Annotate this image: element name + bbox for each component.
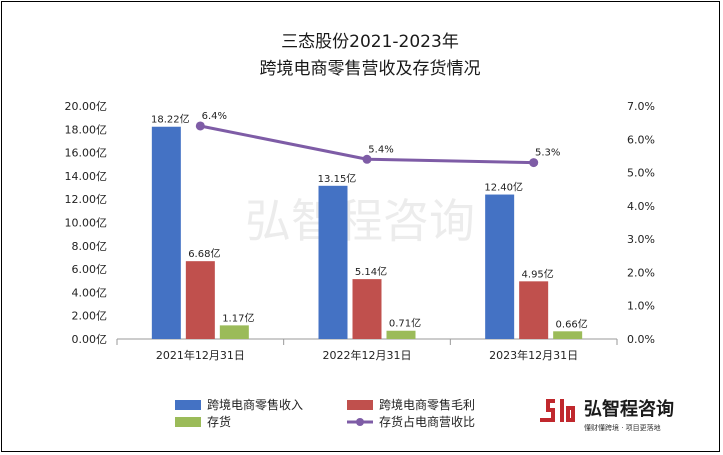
bar bbox=[185, 261, 215, 339]
legend-label: 跨境电商零售收入 bbox=[207, 397, 303, 412]
y-right-tick-label: 7.0% bbox=[627, 100, 655, 113]
y-right-tick-label: 4.0% bbox=[627, 200, 655, 213]
line-series-group: 6.4% 5.4% 5.3% bbox=[195, 111, 560, 168]
y-left-tick-label: 16.00亿 bbox=[65, 147, 108, 160]
bar-data-label: 0.66亿 bbox=[556, 317, 588, 330]
x-tick-label: 2023年12月31日 bbox=[489, 348, 578, 362]
bar-data-label: 0.71亿 bbox=[389, 317, 421, 330]
bar bbox=[318, 185, 348, 339]
bar-data-label: 1.17亿 bbox=[222, 311, 254, 324]
y-left-tick-label: 18.00亿 bbox=[65, 123, 108, 136]
legend-swatch-marker bbox=[356, 418, 364, 426]
x-tick-label: 2022年12月31日 bbox=[323, 348, 412, 362]
y-left-tick-label: 12.00亿 bbox=[65, 193, 108, 206]
y-right-tick-label: 1.0% bbox=[627, 300, 655, 313]
brand-slogan: 懂财懂跨境 · 项目更落地 bbox=[584, 423, 661, 432]
bar bbox=[553, 331, 583, 339]
line-point bbox=[529, 158, 539, 168]
brand-block: 弘智程咨询 懂财懂跨境 · 项目更落地 bbox=[540, 398, 674, 432]
bar bbox=[519, 281, 549, 339]
bar-data-label: 4.95亿 bbox=[522, 267, 554, 280]
bar-data-label: 6.68亿 bbox=[188, 247, 220, 260]
line-point bbox=[195, 121, 205, 131]
y-right-tick-label: 5.0% bbox=[627, 167, 655, 180]
y-left-tick-label: 14.00亿 bbox=[65, 170, 108, 183]
bar bbox=[219, 325, 249, 339]
bar-data-label: 13.15亿 bbox=[318, 172, 357, 185]
y-left-tick-label: 4.00亿 bbox=[72, 286, 108, 299]
line-data-label: 5.3% bbox=[535, 148, 560, 159]
y-left-tick-label: 20.00亿 bbox=[65, 100, 108, 113]
legend-label: 存货 bbox=[207, 414, 231, 429]
y-right-tick-label: 6.0% bbox=[627, 133, 655, 146]
chart-title-line-1: 三态股份2021-2023年 bbox=[281, 32, 459, 52]
brand-name: 弘智程咨询 bbox=[584, 398, 674, 420]
bar bbox=[352, 279, 382, 339]
chart-title-line-2: 跨境电商零售营收及存货情况 bbox=[260, 59, 481, 79]
bars-group: 18.22亿 13.15亿 12.40亿 6.68亿 5.14亿 4.95亿 1.17亿 0.… bbox=[151, 113, 588, 339]
bar bbox=[151, 126, 181, 339]
y-left-tick-label: 2.00亿 bbox=[72, 310, 108, 323]
bar-data-label: 12.40亿 bbox=[484, 181, 523, 194]
brand-logo-icon bbox=[540, 399, 575, 422]
line-data-label: 5.4% bbox=[368, 144, 393, 155]
legend-label: 存货占电商营收比 bbox=[379, 414, 475, 429]
bar-data-label: 5.14亿 bbox=[355, 265, 387, 278]
legend-label: 跨境电商零售毛利 bbox=[379, 397, 475, 412]
line-point bbox=[362, 154, 372, 164]
bar-data-label: 18.22亿 bbox=[151, 113, 190, 126]
watermark-text: 弘智程咨询 bbox=[245, 194, 475, 248]
y-right-tick-label: 3.0% bbox=[627, 233, 655, 246]
bar bbox=[485, 194, 515, 339]
y-right-tick-label: 2.0% bbox=[627, 266, 655, 279]
y-left-tick-label: 10.00亿 bbox=[65, 217, 108, 230]
y-left-tick-label: 0.00亿 bbox=[72, 333, 108, 346]
bar bbox=[386, 330, 416, 339]
x-tick-label: 2021年12月31日 bbox=[156, 348, 245, 362]
legend-swatch bbox=[175, 400, 201, 410]
legend-swatch bbox=[175, 417, 201, 427]
y-left-tick-label: 8.00亿 bbox=[72, 240, 108, 253]
line-data-label: 6.4% bbox=[202, 111, 227, 122]
legend-swatch bbox=[347, 400, 373, 410]
y-left-tick-label: 6.00亿 bbox=[72, 263, 108, 276]
y-right-tick-label: 0.0% bbox=[627, 333, 655, 346]
